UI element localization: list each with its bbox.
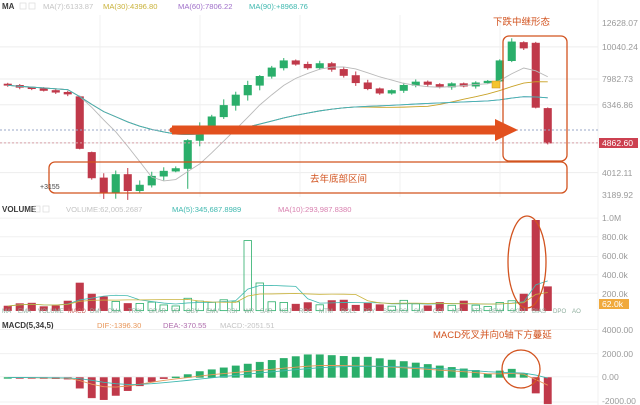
svg-text:SAR: SAR — [260, 308, 273, 315]
svg-text:MTM: MTM — [319, 308, 333, 315]
svg-text:StochRSI: StochRSI — [383, 308, 409, 315]
svg-text:MACD: MACD — [68, 308, 87, 315]
svg-text:DIF:-1396.30: DIF:-1396.30 — [97, 321, 141, 330]
svg-text:VOLUME: VOLUME — [2, 205, 37, 214]
svg-text:DMA: DMA — [108, 308, 122, 315]
svg-text:MA(60):7806.22: MA(60):7806.22 — [178, 2, 232, 11]
svg-text:2000.00: 2000.00 — [602, 349, 633, 359]
svg-text:MA(10):293,987.8380: MA(10):293,987.8380 — [278, 205, 351, 214]
svg-text:7982.73: 7982.73 — [602, 74, 633, 84]
svg-text:RSI: RSI — [227, 308, 237, 315]
svg-text:SKDJ: SKDJ — [510, 308, 526, 315]
svg-text:BIAS: BIAS — [532, 308, 546, 315]
svg-text:ATR: ATR — [471, 308, 483, 315]
svg-text:800.0k: 800.0k — [602, 232, 629, 242]
svg-text:DPO: DPO — [553, 308, 566, 315]
svg-text:MA(7):6133.87: MA(7):6133.87 — [43, 2, 93, 11]
svg-text:下跌中继形态: 下跌中继形态 — [493, 16, 551, 28]
svg-text:400.0k: 400.0k — [602, 270, 629, 280]
svg-text:VOLUME: VOLUME — [38, 308, 64, 315]
svg-text:BRAR: BRAR — [149, 308, 167, 315]
svg-text:600.0k: 600.0k — [602, 251, 629, 261]
svg-text:4862.60: 4862.60 — [602, 138, 633, 148]
svg-text:MACD(5,34,5): MACD(5,34,5) — [2, 321, 54, 330]
svg-text:1.0M: 1.0M — [602, 213, 621, 223]
svg-text:SMI: SMI — [414, 308, 425, 315]
svg-text:6346.86: 6346.86 — [602, 100, 633, 110]
svg-text:BBW: BBW — [489, 308, 503, 315]
svg-text:EMA: EMA — [18, 308, 32, 315]
svg-text:MA: MA — [2, 2, 15, 11]
svg-text:MFI: MFI — [452, 308, 463, 315]
svg-text:4000.00: 4000.00 — [602, 325, 633, 335]
svg-text:MACD:-2051.51: MACD:-2051.51 — [220, 321, 274, 330]
svg-text:WR: WR — [244, 308, 255, 315]
svg-text:0.00: 0.00 — [602, 372, 619, 382]
svg-text:MACD死叉并向0轴下方蔓延: MACD死叉并向0轴下方蔓延 — [433, 329, 552, 341]
svg-text:EMV: EMV — [206, 308, 220, 315]
svg-text:MA(5):345,687.8989: MA(5):345,687.8989 — [172, 205, 241, 214]
svg-text:OBV: OBV — [186, 308, 200, 315]
svg-text:ROC: ROC — [299, 308, 313, 315]
svg-text:-2000.00: -2000.00 — [602, 396, 636, 405]
svg-text:去年底部区间: 去年底部区间 — [310, 173, 367, 185]
svg-text:10040.24: 10040.24 — [602, 42, 638, 52]
svg-text:4012.11: 4012.11 — [602, 168, 633, 178]
svg-text:3189.92: 3189.92 — [602, 190, 633, 200]
svg-text:KDJ: KDJ — [280, 308, 292, 315]
svg-text:12628.07: 12628.07 — [602, 18, 638, 28]
svg-text:PSY: PSY — [363, 308, 375, 315]
svg-text:MA(90):+8968.76: MA(90):+8968.76 — [249, 2, 308, 11]
svg-text:AO: AO — [572, 308, 581, 315]
svg-text:+3155: +3155 — [40, 184, 60, 191]
svg-text:VR: VR — [171, 308, 180, 315]
svg-text:200.0k: 200.0k — [602, 289, 629, 299]
svg-text:BOLL: BOLL — [341, 308, 357, 315]
svg-text:MA: MA — [2, 308, 12, 315]
svg-text:CCI: CCI — [433, 308, 444, 315]
svg-text:DEA:-370.55: DEA:-370.55 — [163, 321, 206, 330]
svg-text:62.0k: 62.0k — [602, 299, 624, 309]
svg-text:MA(30):4396.80: MA(30):4396.80 — [103, 2, 157, 11]
svg-text:TRIX: TRIX — [128, 308, 142, 315]
svg-text:VOLUME:62,005.2687: VOLUME:62,005.2687 — [66, 205, 142, 214]
svg-text:DMI: DMI — [90, 308, 101, 315]
